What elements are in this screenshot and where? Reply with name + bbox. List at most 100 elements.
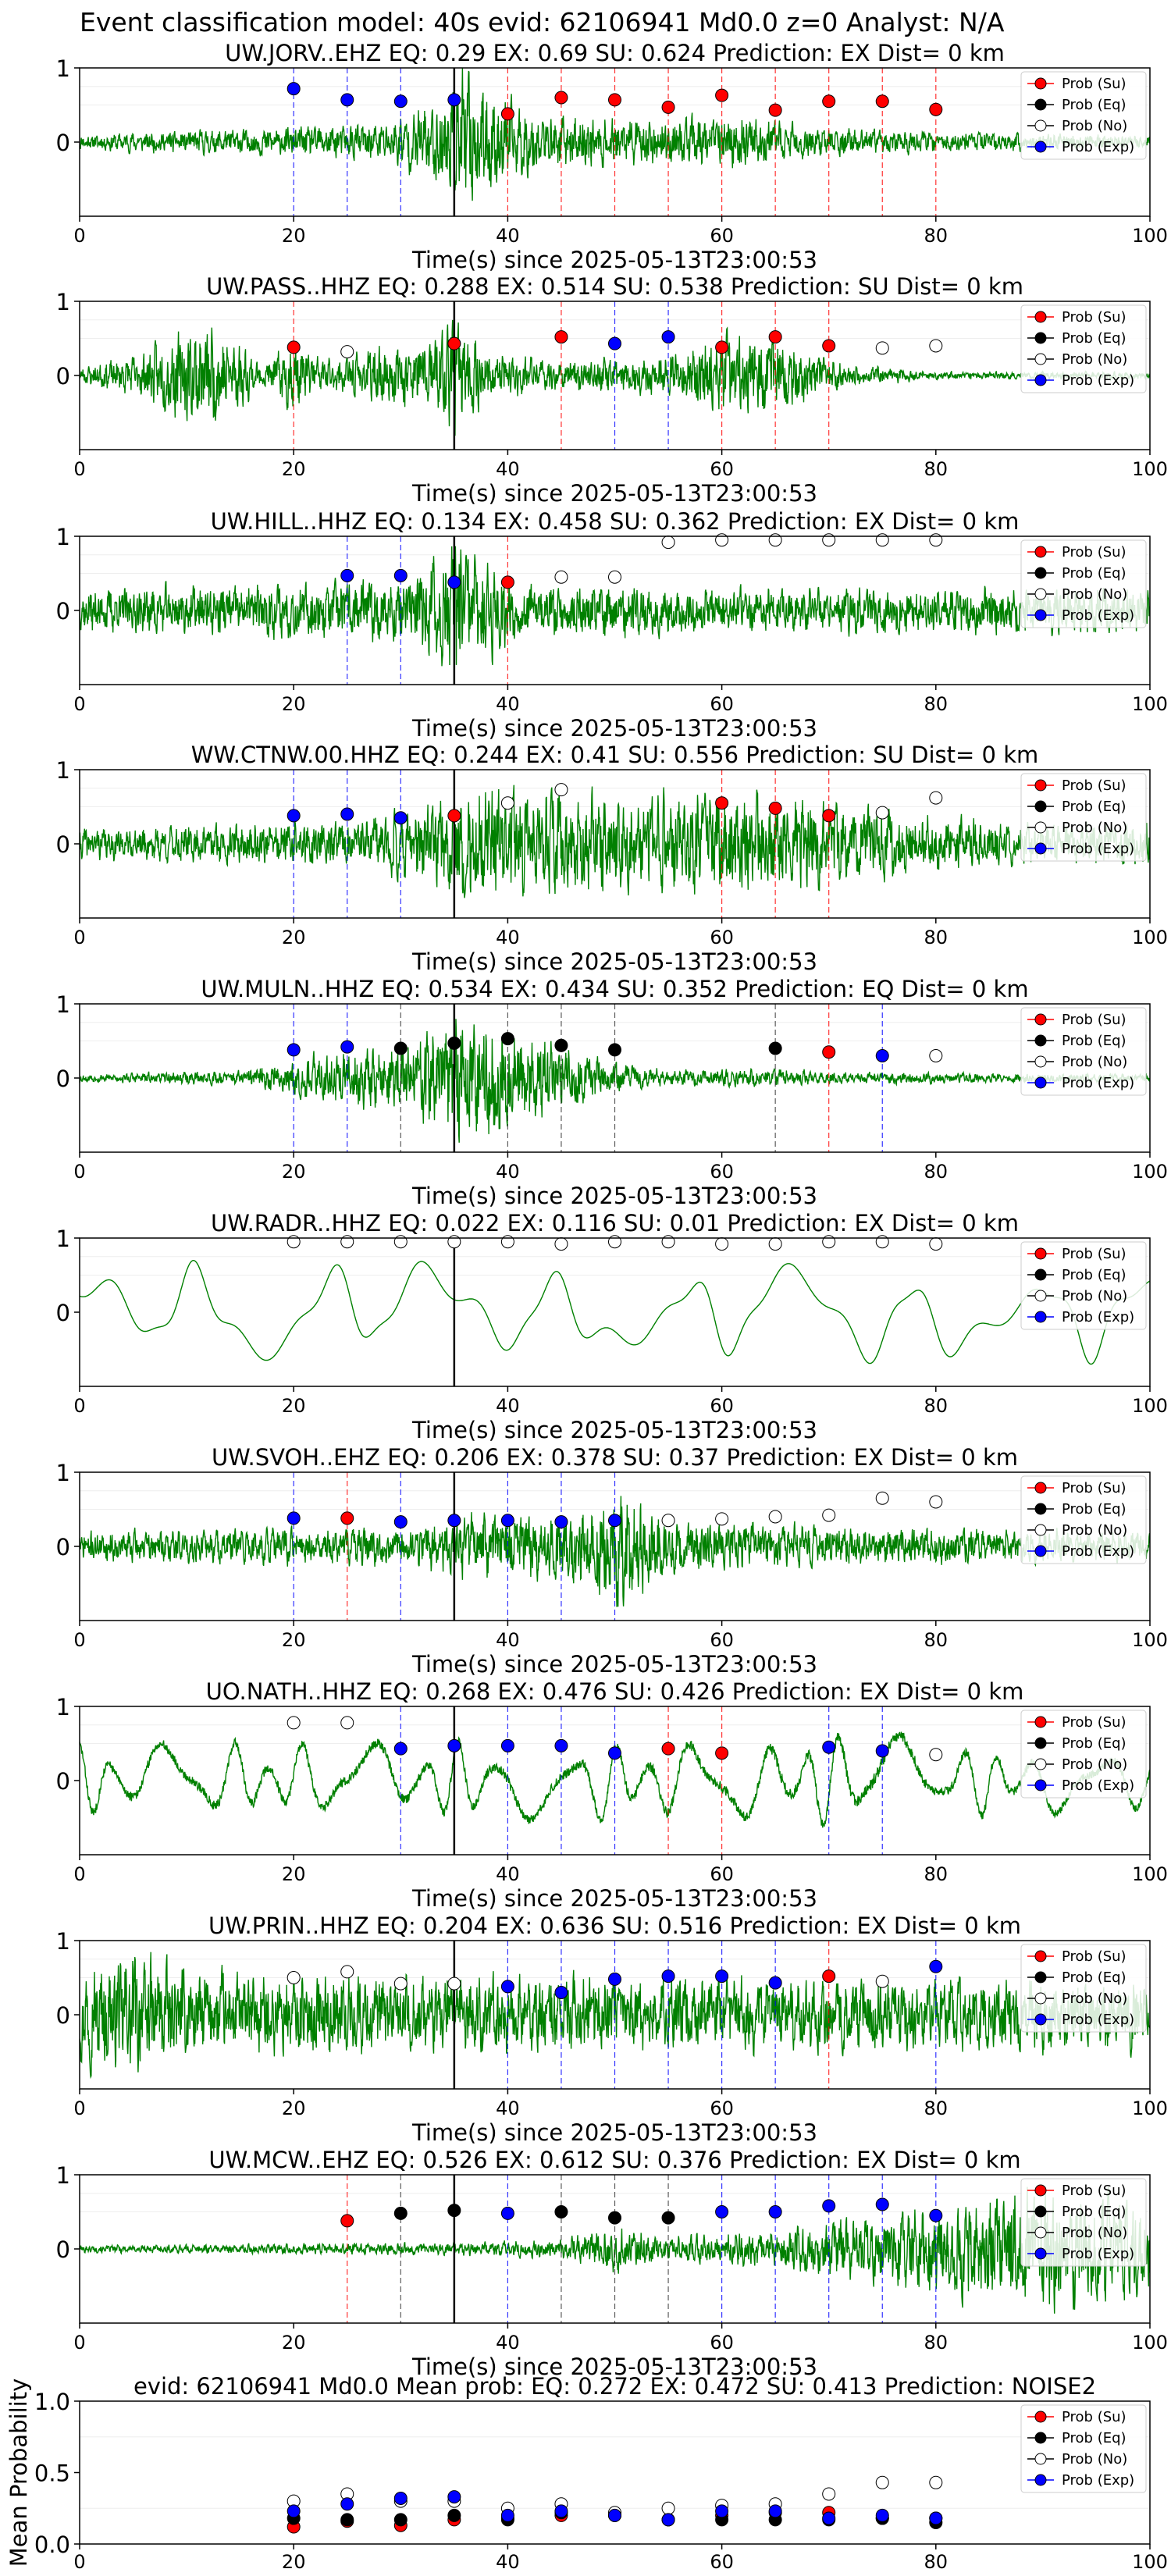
mean-prob-marker-exp (875, 2508, 889, 2522)
prob-marker-exp (875, 2197, 889, 2211)
xtick-label: 40 (496, 2332, 520, 2354)
panel-4: UW.MULN..HHZ EQ: 0.534 EX: 0.434 SU: 0.3… (56, 976, 1168, 1209)
legend-marker-exp (1034, 141, 1047, 153)
prob-marker-no (875, 341, 889, 355)
prob-marker-exp (608, 336, 621, 350)
ytick-label: 1 (56, 991, 70, 1018)
legend-marker-su (1034, 2184, 1047, 2197)
xtick-label: 80 (924, 1863, 949, 1885)
legend-label-no: Prob (No) (1062, 1756, 1127, 1773)
prob-marker-no (608, 570, 621, 584)
xtick-label: 60 (710, 2332, 734, 2354)
prob-marker-su (768, 330, 782, 344)
legend-label-no: Prob (No) (1062, 2451, 1127, 2467)
xtick-label: 80 (924, 1629, 949, 1651)
legend-marker-eq (1034, 1268, 1047, 1281)
prob-marker-no (875, 533, 889, 547)
prob-marker-no (393, 1235, 408, 1249)
prob-marker-exp (447, 93, 461, 107)
prob-marker-su (822, 94, 836, 109)
prob-marker-exp (287, 82, 301, 96)
waveform-trace (80, 785, 1150, 898)
legend-marker-exp (1034, 609, 1047, 621)
prob-marker-no (822, 1508, 836, 1522)
prob-marker-no (929, 1237, 943, 1251)
xtick-label: 100 (1132, 927, 1168, 948)
xtick-label: 100 (1132, 2097, 1168, 2119)
mean-prob-marker-exp (393, 2491, 408, 2505)
prob-marker-exp (554, 1986, 568, 1999)
panel-title: UW.JORV..EHZ EQ: 0.29 EX: 0.69 SU: 0.624… (225, 40, 1005, 66)
legend-marker-eq (1034, 1971, 1047, 1984)
mean-prob-marker-exp (554, 2504, 568, 2518)
prob-marker-no (875, 806, 889, 820)
legend-marker-su (1034, 1013, 1047, 1026)
legend-marker-no (1034, 2453, 1047, 2465)
prob-marker-su (554, 330, 568, 344)
prob-marker-exp (340, 568, 354, 582)
prob-marker-exp (287, 1511, 301, 1525)
legend-label-no: Prob (No) (1062, 118, 1127, 134)
mean-prob-marker-eq (340, 2513, 354, 2527)
mean-probability-panel: evid: 62106941 Md0.0 Mean prob: EQ: 0.27… (5, 2373, 1168, 2573)
legend-label-su: Prob (Su) (1062, 1246, 1127, 1262)
xtick-label: 20 (282, 1863, 306, 1885)
prob-marker-no (500, 1235, 514, 1249)
xtick-label: 0 (73, 458, 85, 480)
legend-marker-exp (1034, 1311, 1047, 1323)
legend-marker-no (1034, 821, 1047, 834)
legend-marker-exp (1034, 1076, 1047, 1089)
prob-marker-no (287, 1716, 301, 1730)
prob-marker-no (340, 1235, 354, 1249)
waveform-trace (80, 1496, 1150, 1607)
prob-marker-no (929, 791, 943, 805)
xtick-label: 100 (1132, 693, 1168, 715)
xtick-label: 0 (73, 225, 85, 247)
xtick-label: 40 (496, 927, 520, 948)
legend-marker-eq (1034, 1034, 1047, 1047)
prob-marker-exp (500, 1514, 514, 1528)
prob-marker-exp (715, 2205, 729, 2218)
ytick-label: 1 (56, 1460, 70, 1486)
legend-marker-exp (1034, 2474, 1047, 2486)
legend-label-exp: Prob (Exp) (1062, 841, 1134, 857)
legend-marker-su (1034, 1716, 1047, 1728)
legend-marker-su (1034, 546, 1047, 558)
xaxis-label: Time(s) since 2025-05-13T23:00:53 (411, 1417, 817, 1443)
prob-marker-su (822, 809, 836, 823)
xtick-label: 20 (282, 2551, 306, 2573)
xaxis-label: Time(s) since 2025-05-13T23:00:53 (411, 247, 817, 273)
ytick-label: 0 (56, 2002, 70, 2029)
legend-label-su: Prob (Su) (1062, 1012, 1127, 1028)
legend-marker-no (1034, 2226, 1047, 2239)
prob-marker-exp (393, 811, 408, 825)
legend-marker-eq (1034, 98, 1047, 111)
prob-marker-eq (393, 1041, 408, 1055)
legend-label-no: Prob (No) (1062, 1054, 1127, 1070)
prob-marker-exp (875, 1049, 889, 1062)
xtick-label: 60 (710, 1863, 734, 1885)
legend-label-su: Prob (Su) (1062, 76, 1127, 92)
prob-marker-exp (500, 1980, 514, 1994)
prob-marker-su (875, 94, 889, 109)
legend-box (1020, 71, 1147, 160)
prob-marker-no (447, 1235, 461, 1249)
legend-box (1020, 1710, 1147, 1799)
mean-prob-marker-no (661, 2501, 675, 2515)
legend-label-eq: Prob (Eq) (1062, 1033, 1127, 1049)
prob-marker-exp (393, 1742, 408, 1756)
panel-1: UW.PASS..HHZ EQ: 0.288 EX: 0.514 SU: 0.5… (56, 273, 1168, 507)
legend-marker-su (1034, 1950, 1047, 1962)
prob-marker-no (500, 796, 514, 810)
panel-title: UW.MCW..EHZ EQ: 0.526 EX: 0.612 SU: 0.37… (208, 2147, 1020, 2173)
mean-prob-marker-eq (447, 2508, 461, 2522)
legend-label-su: Prob (Su) (1062, 1948, 1127, 1965)
legend-label-no: Prob (No) (1062, 351, 1127, 368)
mean-prob-marker-no (822, 2487, 836, 2501)
xtick-label: 80 (924, 458, 949, 480)
legend-marker-no (1034, 353, 1047, 365)
prob-marker-no (608, 1235, 621, 1249)
xtick-label: 60 (710, 458, 734, 480)
prob-marker-su (822, 339, 836, 353)
panel-title: UW.RADR..HHZ EQ: 0.022 EX: 0.116 SU: 0.0… (211, 1210, 1019, 1236)
